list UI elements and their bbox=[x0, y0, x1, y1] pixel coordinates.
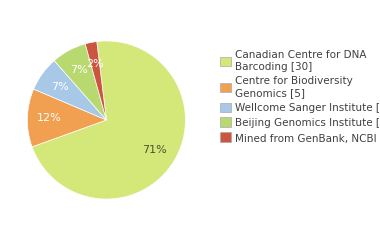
Wedge shape bbox=[32, 41, 185, 199]
Text: 71%: 71% bbox=[142, 145, 167, 155]
Legend: Canadian Centre for DNA
Barcoding [30], Centre for Biodiversity
Genomics [5], We: Canadian Centre for DNA Barcoding [30], … bbox=[220, 50, 380, 143]
Text: 2%: 2% bbox=[86, 59, 104, 69]
Text: 12%: 12% bbox=[37, 114, 62, 123]
Wedge shape bbox=[34, 61, 106, 120]
Wedge shape bbox=[27, 89, 106, 147]
Text: 7%: 7% bbox=[51, 82, 69, 92]
Wedge shape bbox=[54, 44, 106, 120]
Wedge shape bbox=[85, 42, 106, 120]
Text: 7%: 7% bbox=[70, 65, 88, 75]
